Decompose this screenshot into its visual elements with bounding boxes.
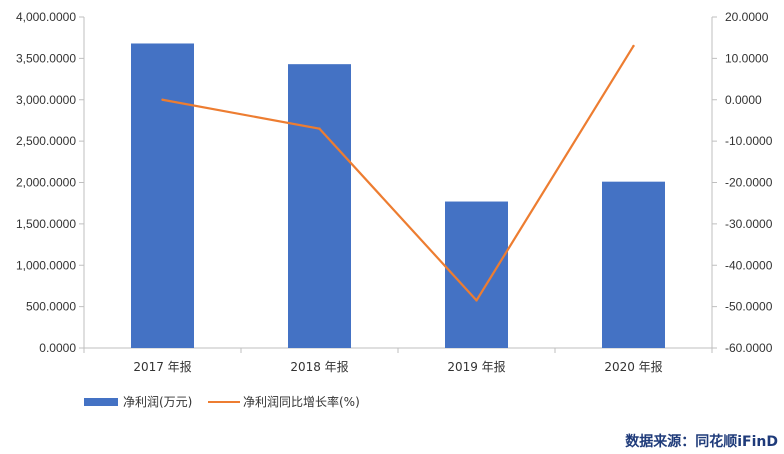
bar [131, 43, 194, 348]
category-label: 2019 年报 [447, 359, 505, 374]
left-tick-label: 4,000.0000 [16, 10, 76, 24]
right-tick-label: 0.0000 [725, 93, 762, 107]
right-tick-label: 20.0000 [725, 10, 769, 24]
category-label: 2018 年报 [290, 359, 348, 374]
left-tick-label: 1,000.0000 [16, 258, 76, 272]
line-point [318, 127, 321, 130]
right-tick-label: -10.0000 [725, 134, 773, 148]
left-tick-label: 3,500.0000 [16, 51, 76, 65]
right-tick-label: 10.0000 [725, 51, 769, 65]
category-label: 2020 年报 [604, 359, 662, 374]
growth-line [162, 45, 635, 302]
left-tick-label: 1,500.0000 [16, 217, 76, 231]
legend-swatch-bar [84, 398, 118, 406]
left-tick-label: 2,000.0000 [16, 176, 76, 190]
bar [288, 64, 351, 348]
right-tick-label: -50.0000 [725, 300, 773, 314]
data-source: 数据来源：同花顺iFinD [625, 433, 778, 450]
left-axis-ticks: 0.0000 500.0000 1,000.0000 1,500.0000 2,000.… [16, 10, 84, 355]
line-point [161, 98, 164, 101]
left-tick-label: 500.0000 [26, 300, 76, 314]
right-tick-label: -20.0000 [725, 176, 773, 190]
category-labels: 2017 年报 2018 年报 2019 年报 2020 年报 [83, 348, 713, 374]
legend-label-line: 净利润同比增长率(%) [243, 394, 360, 409]
right-tick-label: -30.0000 [725, 217, 773, 231]
bar-series [131, 43, 665, 348]
line-point [632, 44, 635, 48]
right-tick-label: -40.0000 [725, 258, 773, 272]
left-tick-label: 2,500.0000 [16, 134, 76, 148]
left-tick-label: 3,000.0000 [16, 93, 76, 107]
legend-label-bar: 净利润(万元) [123, 395, 192, 409]
bar [602, 181, 665, 348]
category-label: 2017 年报 [133, 359, 191, 374]
left-tick-label: 0.0000 [39, 341, 76, 355]
legend: 净利润(万元) 净利润同比增长率(%) [84, 394, 360, 409]
right-axis-ticks: -60.0000 -50.0000 -40.0000 -30.0000 -20.0000… [712, 10, 773, 355]
bar [445, 201, 508, 348]
line-series [161, 44, 635, 302]
right-tick-label: -60.0000 [725, 341, 773, 355]
line-point [475, 299, 478, 302]
